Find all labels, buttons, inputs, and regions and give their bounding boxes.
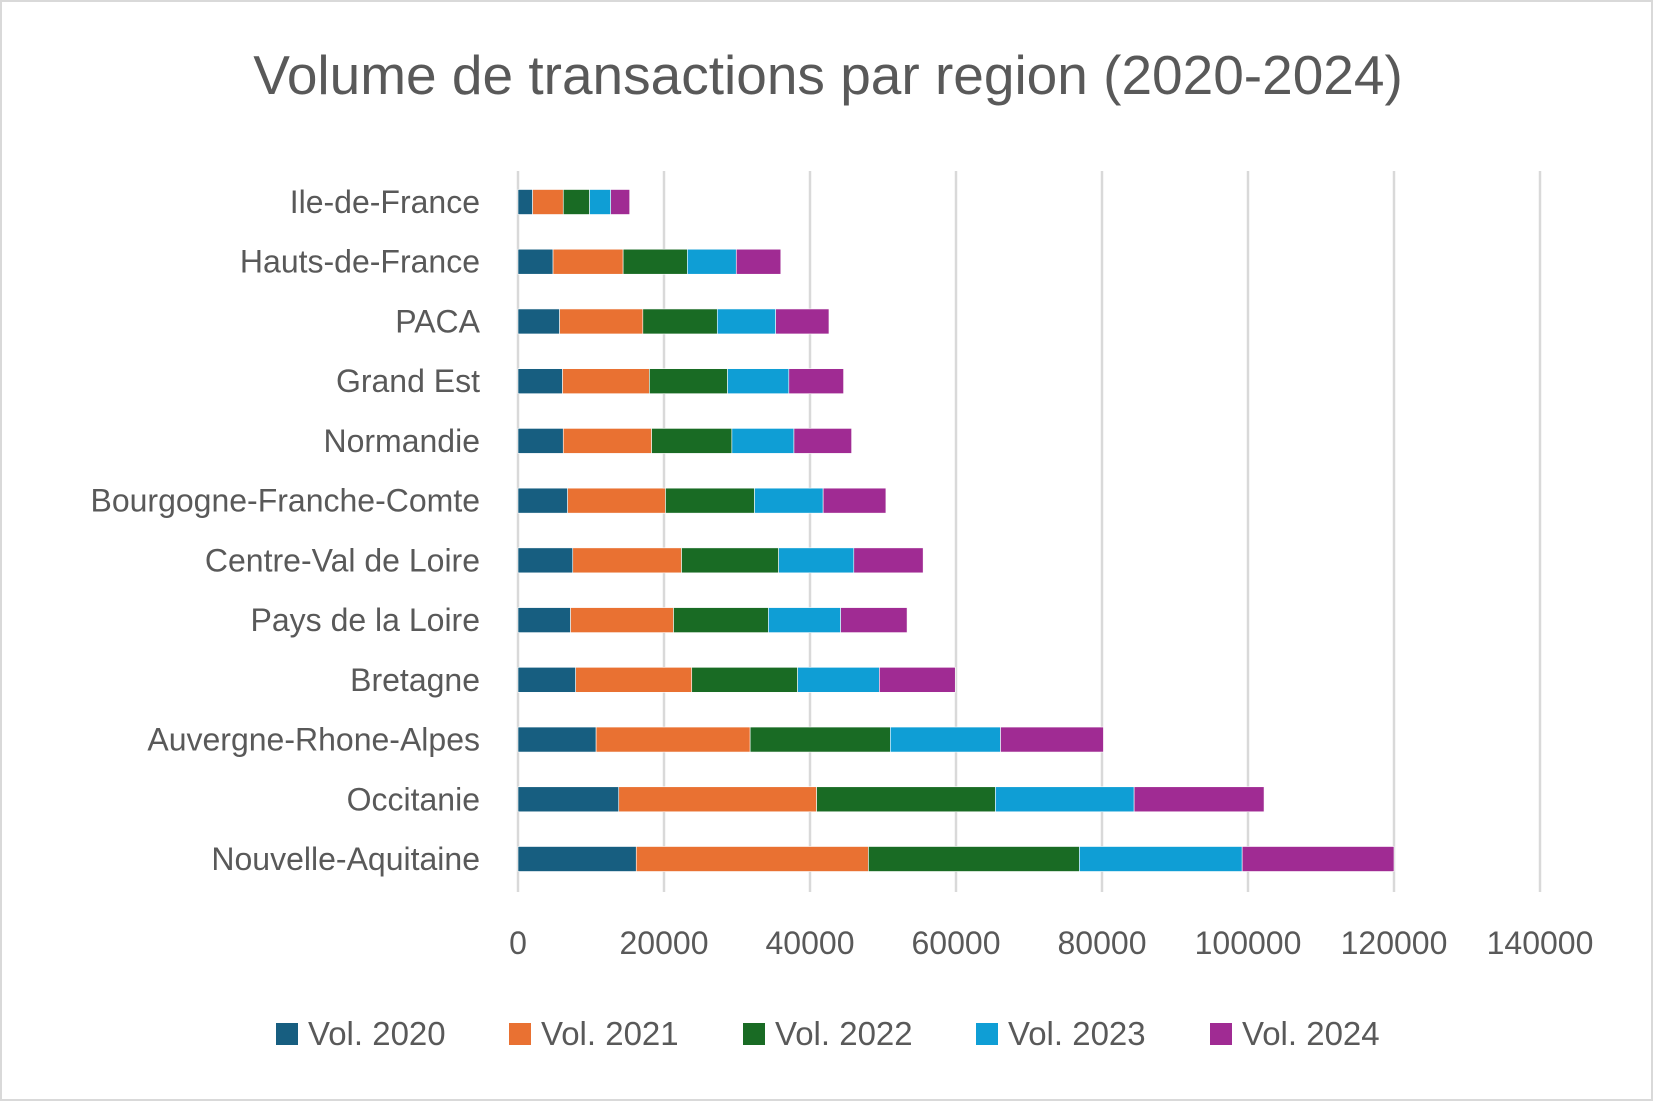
bar-segment-vol-2021 [562, 428, 652, 454]
bar-segment-vol-2023 [889, 726, 1001, 753]
bar-segment-vol-2022 [651, 428, 733, 454]
bar-segment-vol-2022 [665, 487, 755, 514]
legend-swatch [1210, 1023, 1232, 1045]
bar-segment-vol-2023 [716, 308, 776, 335]
bar-segment-vol-2024 [1000, 726, 1104, 753]
bar-segment-vol-2021 [559, 308, 644, 335]
x-tick-label: 100000 [1195, 925, 1302, 961]
bar-segment-vol-2021 [618, 786, 817, 813]
y-category-label: Pays de la Loire [251, 602, 480, 638]
bar-segment-vol-2021 [575, 667, 693, 693]
bar-segment-vol-2021 [572, 547, 682, 574]
bar-segment-vol-2020 [517, 667, 576, 693]
bar-segment-vol-2020 [517, 846, 637, 872]
bar-segment-vol-2024 [793, 428, 852, 454]
y-category-label: Occitanie [347, 781, 480, 817]
y-category-label: Bourgogne-Franche-Comte [90, 483, 480, 519]
x-tick-label: 40000 [766, 925, 855, 961]
x-tick-label: 140000 [1487, 925, 1594, 961]
bar-segment-vol-2022 [622, 248, 688, 275]
legend-label: Vol. 2023 [1008, 1015, 1146, 1052]
bar-segment-vol-2022 [681, 547, 779, 574]
bar-segment-vol-2024 [822, 487, 887, 514]
legend-swatch [509, 1023, 531, 1045]
y-category-label: Ile-de-France [290, 184, 480, 220]
y-category-label: Bretagne [350, 662, 480, 698]
bar-segment-vol-2020 [517, 368, 563, 394]
y-category-label: Normandie [323, 423, 480, 459]
bar-segment-vol-2024 [1133, 786, 1265, 813]
bar-segment-vol-2023 [727, 368, 790, 394]
bar-segment-vol-2022 [749, 726, 891, 753]
legend-label: Vol. 2021 [541, 1015, 679, 1052]
bar-segment-vol-2020 [517, 607, 571, 633]
bar-segment-vol-2020 [517, 786, 620, 813]
bar-segment-vol-2024 [1241, 846, 1395, 872]
bar-segment-vol-2023 [797, 667, 880, 693]
bar-segment-vol-2022 [562, 189, 590, 215]
legend-label: Vol. 2020 [308, 1015, 446, 1052]
bar-segment-vol-2021 [570, 607, 674, 633]
bar-segment-vol-2021 [567, 487, 666, 514]
y-category-label: Centre-Val de Loire [205, 542, 480, 578]
legend-swatch [976, 1023, 998, 1045]
bar-segment-vol-2023 [687, 248, 737, 275]
bar-segment-vol-2024 [788, 368, 844, 394]
bar-segment-vol-2022 [649, 368, 728, 394]
bar-segment-vol-2022 [868, 846, 1080, 872]
x-tick-label: 0 [509, 925, 527, 961]
bar-segment-vol-2021 [552, 248, 624, 275]
bar-segment-vol-2020 [517, 248, 554, 275]
bar-segment-vol-2020 [517, 487, 568, 514]
x-tick-label: 80000 [1058, 925, 1147, 961]
legend-swatch [743, 1023, 765, 1045]
bar-segment-vol-2020 [517, 547, 574, 574]
bar-segment-vol-2020 [517, 308, 560, 335]
chart-title: Volume de transactions par region (2020-… [253, 44, 1403, 106]
bar-segment-vol-2023 [768, 607, 841, 633]
bar-segment-vol-2021 [562, 368, 650, 394]
legend-label: Vol. 2022 [775, 1015, 913, 1052]
bar-segment-vol-2022 [816, 786, 996, 813]
bar-segment-vol-2021 [595, 726, 751, 753]
x-tick-label: 120000 [1341, 925, 1448, 961]
y-category-label: Grand Est [336, 363, 480, 399]
bar-segment-vol-2023 [995, 786, 1135, 813]
bar-segment-vol-2023 [731, 428, 795, 454]
bar-segment-vol-2024 [840, 607, 908, 633]
bar-segment-vol-2023 [778, 547, 855, 574]
bar-segment-vol-2023 [754, 487, 824, 514]
y-category-label: Hauts-de-France [240, 244, 480, 280]
legend-label: Vol. 2024 [1242, 1015, 1380, 1052]
bar-segment-vol-2022 [673, 607, 769, 633]
x-tick-label: 20000 [620, 925, 709, 961]
bar-segment-vol-2022 [691, 667, 798, 693]
bar-segment-vol-2020 [517, 189, 533, 215]
bar-segment-vol-2023 [589, 189, 612, 215]
bar-segment-vol-2024 [775, 308, 830, 335]
y-category-label: PACA [395, 303, 480, 339]
bar-segment-vol-2021 [532, 189, 564, 215]
legend-swatch [276, 1023, 298, 1045]
bar-segment-vol-2024 [610, 189, 630, 215]
bar-segment-vol-2020 [517, 726, 597, 753]
y-category-label: Auvergne-Rhone-Alpes [147, 722, 480, 758]
bar-segment-vol-2022 [642, 308, 718, 335]
x-tick-label: 60000 [912, 925, 1001, 961]
bar-segment-vol-2023 [1079, 846, 1243, 872]
y-category-label: Nouvelle-Aquitaine [211, 841, 480, 877]
bar-segment-vol-2024 [853, 547, 924, 574]
bar-segment-vol-2020 [517, 428, 564, 454]
bar-segment-vol-2024 [735, 248, 782, 275]
bar-segment-vol-2021 [635, 846, 869, 872]
bar-segment-vol-2024 [879, 667, 956, 693]
